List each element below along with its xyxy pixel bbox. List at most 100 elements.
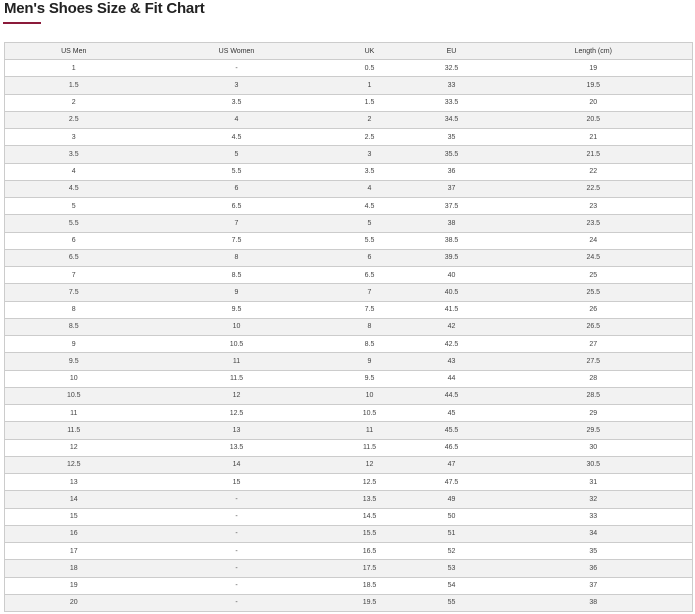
cell-length-cm: 35 xyxy=(494,542,693,561)
cell-us-men: 3 xyxy=(4,128,143,147)
table-header-row: US Men US Women UK EU Length (cm) xyxy=(4,42,693,60)
cell-eu: 42 xyxy=(408,318,495,337)
cell-eu: 41.5 xyxy=(408,301,495,319)
table-row: 4.5 6 4 37 22.5 xyxy=(4,180,693,199)
table-row: 2.5 4 2 34.5 20.5 xyxy=(4,111,693,130)
cell-length-cm: 25 xyxy=(494,266,693,285)
table-row: 14-13.5 49 32 xyxy=(4,490,693,509)
cell-uk: 3.5 xyxy=(330,163,409,181)
cell-us-women: 13 xyxy=(142,421,331,440)
cell-length-cm: 36 xyxy=(494,559,693,578)
cell-us-women: 9 xyxy=(142,283,331,302)
cell-length-cm: 26 xyxy=(494,301,693,319)
table-row: 5.5 7 5 38 23.5 xyxy=(4,214,693,233)
cell-eu: 40 xyxy=(408,266,495,285)
table-row: 10 11.5 9.5 44 28 xyxy=(4,370,693,388)
cell-uk: 9.5 xyxy=(330,370,409,388)
cell-length-cm: 27 xyxy=(494,335,693,354)
cell-us-women: 12.5 xyxy=(142,404,331,423)
cell-uk: 4.5 xyxy=(330,197,409,216)
cell-length-cm: 23 xyxy=(494,197,693,216)
cell-us-men: 5 xyxy=(4,197,143,216)
cell-uk: 8 xyxy=(330,318,409,337)
cell-length-cm: 34 xyxy=(494,525,693,544)
cell-length-cm: 21 xyxy=(494,128,693,147)
cell-us-men: 15 xyxy=(4,508,143,526)
cell-eu: 37 xyxy=(408,180,495,199)
cell-length-cm: 37 xyxy=(494,577,693,595)
cell-eu: 42.5 xyxy=(408,335,495,354)
cell-us-women: - xyxy=(142,577,331,595)
table-row: 8 9.5 7.5 41.5 26 xyxy=(4,301,693,319)
cell-us-women: 7.5 xyxy=(142,232,331,250)
column-header-us-women: US Women xyxy=(142,42,331,60)
cell-eu: 44 xyxy=(408,370,495,388)
cell-eu: 50 xyxy=(408,508,495,526)
cell-length-cm: 27.5 xyxy=(494,352,693,371)
cell-us-men: 13 xyxy=(4,473,143,492)
cell-uk: 11.5 xyxy=(330,439,409,457)
table-row: 7 8.5 6.5 40 25 xyxy=(4,266,693,285)
cell-us-women: - xyxy=(142,59,331,78)
cell-us-women: 14 xyxy=(142,456,331,475)
table-row: 2 3.5 1.5 33.5 20 xyxy=(4,94,693,112)
cell-us-men: 1.5 xyxy=(4,76,143,95)
size-chart-table: US Men US Women UK EU Length (cm) 1-0.5 32.5 1… xyxy=(4,42,693,613)
table-row: 4 5.5 3.5 36 22 xyxy=(4,163,693,181)
table-row: 15-14.5 50 33 xyxy=(4,508,693,526)
cell-uk: 16.5 xyxy=(330,542,409,561)
column-header-length-cm: Length (cm) xyxy=(494,42,693,60)
cell-us-men: 9 xyxy=(4,335,143,354)
cell-us-women: 3 xyxy=(142,76,331,95)
cell-length-cm: 22 xyxy=(494,163,693,181)
cell-eu: 54 xyxy=(408,577,495,595)
cell-length-cm: 20.5 xyxy=(494,111,693,130)
cell-uk: 10.5 xyxy=(330,404,409,423)
cell-length-cm: 32 xyxy=(494,490,693,509)
cell-eu: 33.5 xyxy=(408,94,495,112)
cell-us-women: 5 xyxy=(142,145,331,164)
cell-length-cm: 26.5 xyxy=(494,318,693,337)
column-header-uk: UK xyxy=(330,42,409,60)
cell-length-cm: 28.5 xyxy=(494,387,693,406)
table-row: 19-18.5 54 37 xyxy=(4,577,693,595)
cell-uk: 6 xyxy=(330,249,409,268)
cell-us-women: - xyxy=(142,525,331,544)
cell-us-women: 6 xyxy=(142,180,331,199)
cell-us-men: 14 xyxy=(4,490,143,509)
cell-us-women: 4 xyxy=(142,111,331,130)
cell-us-men: 6.5 xyxy=(4,249,143,268)
cell-eu: 46.5 xyxy=(408,439,495,457)
table-row: 8.5 10 8 42 26.5 xyxy=(4,318,693,337)
cell-length-cm: 20 xyxy=(494,94,693,112)
cell-uk: 1.5 xyxy=(330,94,409,112)
column-header-us-men: US Men xyxy=(4,42,143,60)
cell-us-women: 4.5 xyxy=(142,128,331,147)
table-row: 12 13.5 11.5 46.5 30 xyxy=(4,439,693,457)
cell-eu: 52 xyxy=(408,542,495,561)
cell-length-cm: 24 xyxy=(494,232,693,250)
cell-us-men: 5.5 xyxy=(4,214,143,233)
cell-us-women: 10 xyxy=(142,318,331,337)
cell-uk: 6.5 xyxy=(330,266,409,285)
cell-length-cm: 30 xyxy=(494,439,693,457)
cell-eu: 44.5 xyxy=(408,387,495,406)
cell-length-cm: 19.5 xyxy=(494,76,693,95)
cell-eu: 36 xyxy=(408,163,495,181)
cell-us-men: 2 xyxy=(4,94,143,112)
cell-us-men: 4.5 xyxy=(4,180,143,199)
table-row: 16-15.5 51 34 xyxy=(4,525,693,544)
cell-us-men: 9.5 xyxy=(4,352,143,371)
cell-eu: 40.5 xyxy=(408,283,495,302)
table-row: 7.5 9 7 40.5 25.5 xyxy=(4,283,693,302)
cell-uk: 13.5 xyxy=(330,490,409,509)
cell-us-men: 8 xyxy=(4,301,143,319)
table-row: 3.5 5 3 35.5 21.5 xyxy=(4,145,693,164)
cell-us-women: - xyxy=(142,559,331,578)
cell-length-cm: 31 xyxy=(494,473,693,492)
cell-uk: 15.5 xyxy=(330,525,409,544)
cell-eu: 32.5 xyxy=(408,59,495,78)
cell-us-men: 2.5 xyxy=(4,111,143,130)
cell-eu: 34.5 xyxy=(408,111,495,130)
cell-eu: 37.5 xyxy=(408,197,495,216)
